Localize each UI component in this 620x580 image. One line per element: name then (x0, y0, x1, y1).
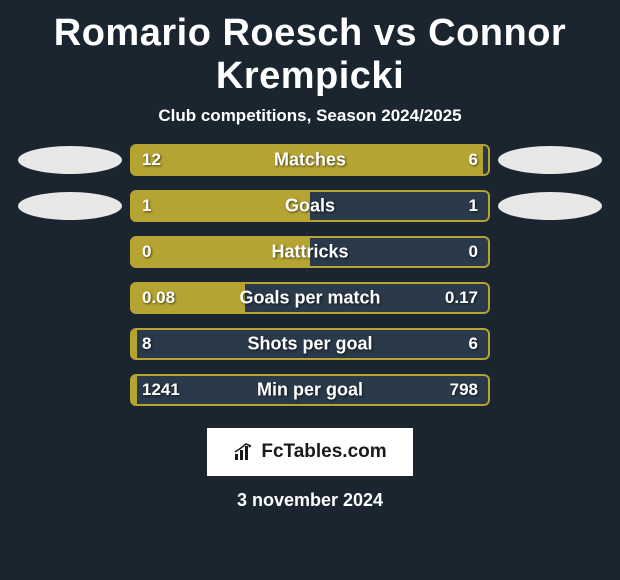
stat-value-right: 798 (450, 380, 478, 400)
chart-icon (233, 442, 257, 462)
stat-value-right: 6 (469, 334, 478, 354)
date-label: 3 november 2024 (0, 490, 620, 511)
stat-row: 0.08 0.17 Goals per match (10, 282, 610, 314)
stat-value-left: 0.08 (142, 288, 175, 308)
stat-value-right: 6 (469, 150, 478, 170)
avatar-slot-left (10, 146, 130, 174)
stat-bar: 0 0 Hattricks (130, 236, 490, 268)
bar-fill-left (130, 190, 310, 222)
avatar-slot-right (490, 192, 610, 220)
stat-value-left: 1241 (142, 380, 180, 400)
stat-value-left: 12 (142, 150, 161, 170)
stat-row: 1 1 Goals (10, 190, 610, 222)
stat-row: 1241 798 Min per goal (10, 374, 610, 406)
avatar (498, 192, 602, 220)
stat-bar: 1 1 Goals (130, 190, 490, 222)
stat-row: 0 0 Hattricks (10, 236, 610, 268)
bar-fill-left (130, 328, 137, 360)
avatar (18, 146, 122, 174)
stat-bar: 0.08 0.17 Goals per match (130, 282, 490, 314)
stat-label: Min per goal (257, 380, 363, 401)
stat-value-right: 1 (469, 196, 478, 216)
stat-value-left: 8 (142, 334, 151, 354)
avatar-slot-left (10, 192, 130, 220)
stat-value-right: 0 (469, 242, 478, 262)
avatar-slot-right (490, 146, 610, 174)
subtitle: Club competitions, Season 2024/2025 (0, 106, 620, 144)
bar-fill-left (130, 374, 137, 406)
stat-label: Shots per goal (247, 334, 372, 355)
stat-row: 8 6 Shots per goal (10, 328, 610, 360)
comparison-card: Romario Roesch vs Connor Krempicki Club … (0, 0, 620, 511)
stat-bar: 8 6 Shots per goal (130, 328, 490, 360)
page-title: Romario Roesch vs Connor Krempicki (0, 0, 620, 106)
stat-value-left: 0 (142, 242, 151, 262)
logo-text: FcTables.com (261, 441, 386, 463)
stat-bar: 12 6 Matches (130, 144, 490, 176)
stat-label: Hattricks (271, 242, 348, 263)
stat-value-left: 1 (142, 196, 151, 216)
stat-bar: 1241 798 Min per goal (130, 374, 490, 406)
stat-label: Matches (274, 150, 346, 171)
stat-row: 12 6 Matches (10, 144, 610, 176)
bar-fill-right (483, 144, 490, 176)
bar-fill-right (310, 190, 490, 222)
avatar (498, 146, 602, 174)
stat-label: Goals per match (239, 288, 380, 309)
avatar (18, 192, 122, 220)
stat-label: Goals (285, 196, 335, 217)
logo-box: FcTables.com (207, 428, 413, 476)
stat-value-right: 0.17 (445, 288, 478, 308)
stats-rows: 12 6 Matches 1 1 Goals 0 0 Hattricks 0.08 0.17 Goal… (0, 144, 620, 406)
